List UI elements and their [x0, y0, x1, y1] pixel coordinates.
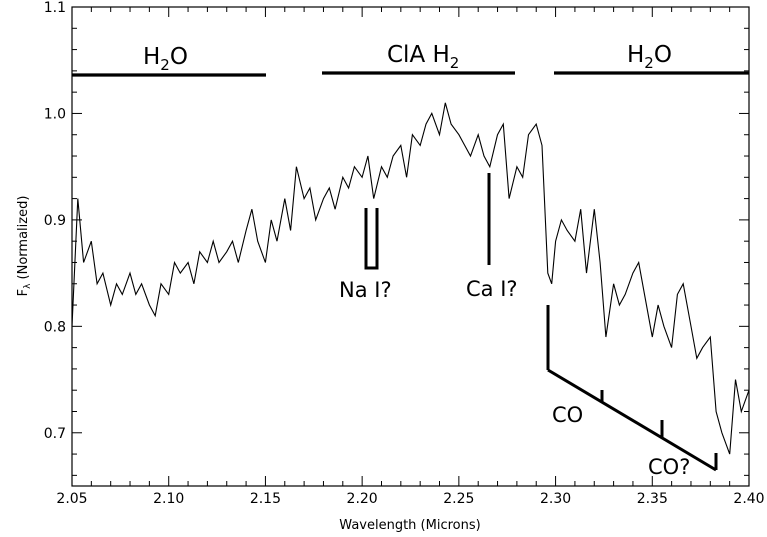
x-tick-label: 2.40	[733, 491, 764, 507]
x-tick-label: 2.25	[443, 491, 474, 507]
nai-label: Na I?	[339, 278, 392, 302]
plot-frame	[71, 6, 750, 487]
x-tick-label: 2.10	[153, 491, 184, 507]
y-tick-label: 1.0	[44, 106, 66, 122]
y-axis-title: Fλ (Normalized)	[16, 196, 33, 297]
x-tick-label: 2.05	[56, 491, 87, 507]
y-tick-label: 1.1	[44, 0, 66, 16]
nai-doublet-marker	[364, 208, 379, 270]
cai-label: Ca I?	[466, 277, 518, 301]
x-tick-label: 2.35	[637, 491, 668, 507]
x-axis-title: Wavelength (Microns)	[339, 518, 480, 533]
x-tick-label: 2.30	[540, 491, 571, 507]
x-axis-ticks: 2.05 2.10 2.15 2.20 2.25 2.30 2.35 2.40	[56, 7, 765, 507]
y-tick-label: 0.9	[44, 213, 66, 229]
x-tick-label: 2.15	[250, 491, 281, 507]
x-tick-label: 2.20	[347, 491, 378, 507]
band-label-h2o-left: H2O	[143, 44, 188, 74]
co-question-label: CO?	[648, 455, 690, 479]
y-tick-label: 0.7	[44, 426, 66, 442]
spectrum-series-line	[71, 102, 750, 455]
band-label-h2o-right: H2O	[627, 42, 672, 72]
co-label: CO	[552, 403, 583, 427]
band-label-cia-h2: ClA H2	[387, 42, 459, 72]
co-slant-line	[547, 368, 717, 472]
y-axis-ticks: 0.7 0.8 0.9 1.0 1.1	[44, 0, 749, 476]
y-tick-label: 0.8	[44, 319, 66, 335]
